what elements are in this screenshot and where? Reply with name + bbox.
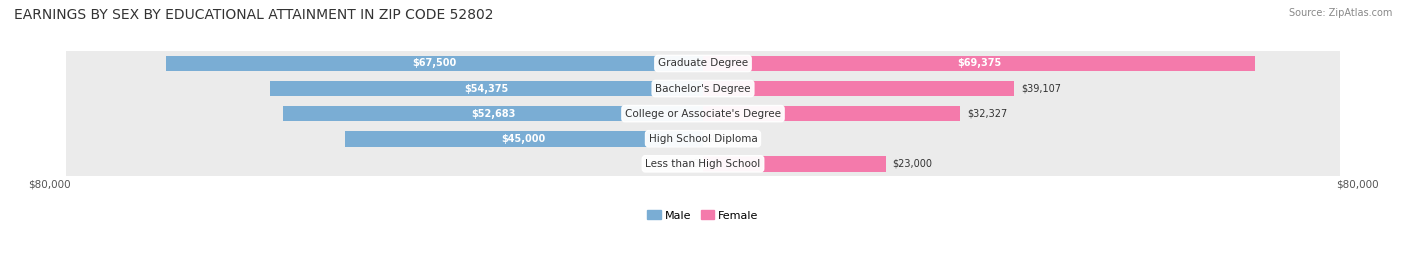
Bar [166, 56, 703, 71]
Bar [703, 106, 960, 121]
Bar [344, 131, 703, 147]
Text: College or Associate's Degree: College or Associate's Degree [626, 109, 780, 119]
Text: $39,107: $39,107 [1021, 84, 1060, 94]
Text: $52,683: $52,683 [471, 109, 516, 119]
Text: $54,375: $54,375 [464, 84, 509, 94]
Bar [66, 151, 1340, 176]
Text: $80,000: $80,000 [1336, 179, 1378, 189]
Text: $23,000: $23,000 [893, 159, 932, 169]
Text: $45,000: $45,000 [502, 134, 546, 144]
Bar [703, 56, 1256, 71]
Bar [703, 156, 886, 172]
Text: Graduate Degree: Graduate Degree [658, 58, 748, 68]
Bar [66, 51, 1340, 76]
Text: High School Diploma: High School Diploma [648, 134, 758, 144]
Text: EARNINGS BY SEX BY EDUCATIONAL ATTAINMENT IN ZIP CODE 52802: EARNINGS BY SEX BY EDUCATIONAL ATTAINMEN… [14, 8, 494, 22]
Bar [703, 81, 1014, 96]
Text: $32,327: $32,327 [967, 109, 1007, 119]
Text: $80,000: $80,000 [28, 179, 70, 189]
Bar [66, 101, 1340, 126]
Text: $0: $0 [706, 134, 718, 144]
Bar [270, 81, 703, 96]
Legend: Male, Female: Male, Female [643, 206, 763, 225]
Text: Source: ZipAtlas.com: Source: ZipAtlas.com [1288, 8, 1392, 18]
Text: Bachelor's Degree: Bachelor's Degree [655, 84, 751, 94]
Bar [66, 76, 1340, 101]
Text: $67,500: $67,500 [412, 58, 457, 68]
Bar [66, 126, 1340, 151]
Text: $69,375: $69,375 [957, 58, 1001, 68]
Text: $0: $0 [688, 159, 700, 169]
Bar [284, 106, 703, 121]
Text: Less than High School: Less than High School [645, 159, 761, 169]
